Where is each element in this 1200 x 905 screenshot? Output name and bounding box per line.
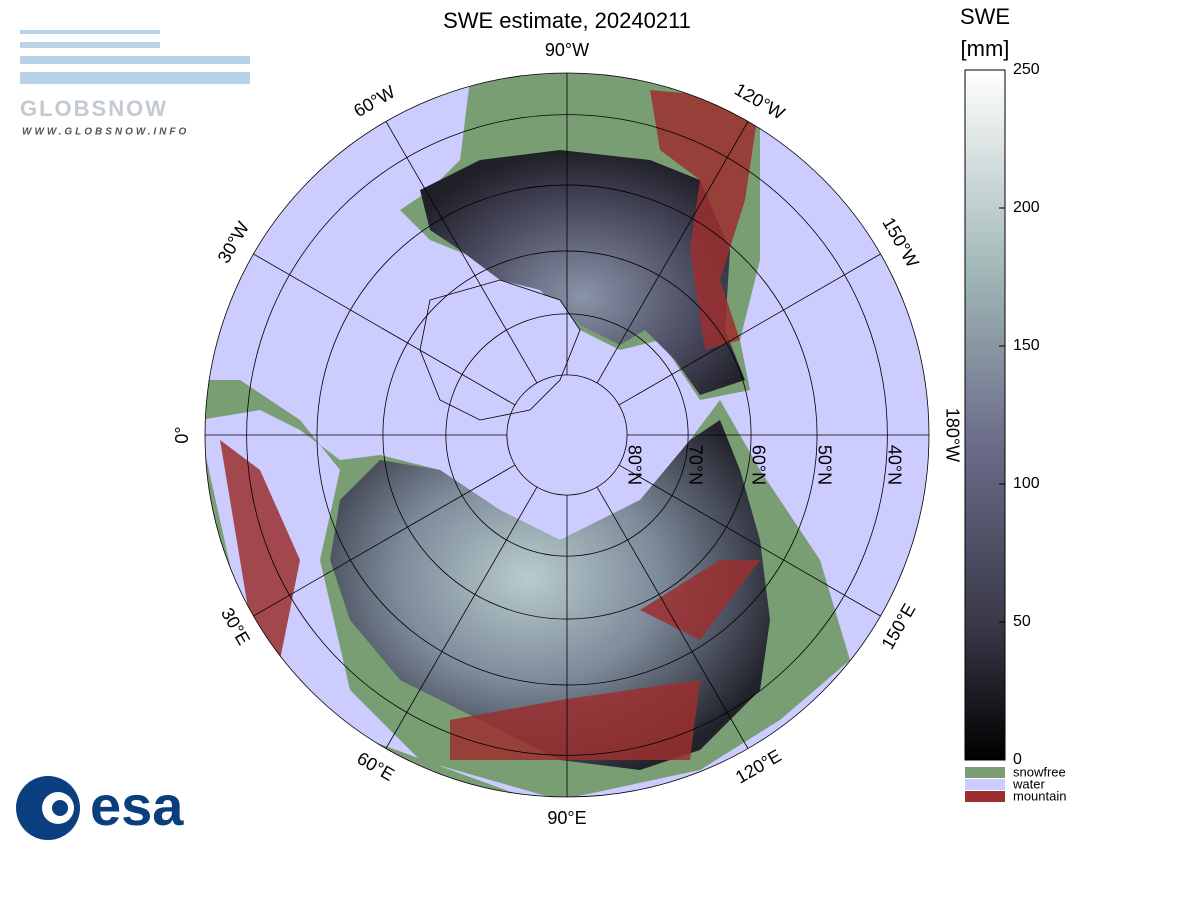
parallel-label: 80°N: [624, 445, 644, 485]
legend-label: mountain: [1013, 788, 1066, 803]
land-snow-eurasia: [330, 420, 770, 770]
meridian-label: 30°E: [217, 604, 254, 648]
colorbar-tick-label: 250: [1013, 61, 1040, 78]
colorbar-tick-label: 200: [1013, 199, 1040, 216]
land-snow-na: [420, 150, 745, 395]
colorbar-title: SWE: [960, 4, 1010, 29]
parallel-label: 40°N: [885, 445, 905, 485]
colorbar-tick-label: 150: [1013, 337, 1040, 354]
meridian-label: 90°W: [545, 40, 589, 60]
legend-swatch: [965, 767, 1005, 778]
meridian-label: 90°E: [547, 808, 586, 828]
globsnow-logo: GLOBSNOW WWW.GLOBSNOW.INFO: [20, 30, 250, 138]
meridian-label: 180°W: [942, 408, 962, 462]
globsnow-text: GLOBSNOW: [20, 96, 168, 121]
esa-logo: esa: [16, 774, 184, 840]
greenland: [419, 279, 581, 421]
parallel-label: 70°N: [685, 445, 705, 485]
meridian: [596, 486, 749, 749]
colorbar-title: [mm]: [961, 36, 1010, 61]
meridian: [618, 464, 881, 617]
parallel-label: 50°N: [814, 445, 834, 485]
colorbar-tick-label: 100: [1013, 475, 1040, 492]
meridian-label: 60°W: [350, 82, 398, 121]
meridian-label: 30°W: [214, 218, 253, 266]
legend-swatch: [965, 779, 1005, 790]
meridian: [385, 121, 538, 384]
legend-swatch: [965, 791, 1005, 802]
colorbar: [964, 69, 1006, 761]
parallel-label: 60°N: [748, 445, 768, 485]
colorbar-tick-label: 0: [1013, 751, 1022, 768]
colorbar-tick-label: 50: [1013, 613, 1031, 630]
globsnow-url: WWW.GLOBSNOW.INFO: [22, 127, 189, 138]
meridian-label: 0°: [172, 426, 192, 443]
legend-label: snowfree: [1013, 764, 1066, 779]
esa-text: esa: [90, 774, 184, 837]
meridian: [385, 486, 538, 749]
meridian-label: 60°E: [354, 748, 398, 785]
title: SWE estimate, 20240211: [443, 8, 691, 33]
map: [205, 73, 929, 797]
meridian: [618, 253, 881, 406]
meridian: [253, 464, 516, 617]
legend-label: water: [1012, 776, 1045, 791]
land-mountain: [220, 90, 760, 760]
meridian: [253, 253, 516, 406]
meridian: [596, 121, 749, 384]
